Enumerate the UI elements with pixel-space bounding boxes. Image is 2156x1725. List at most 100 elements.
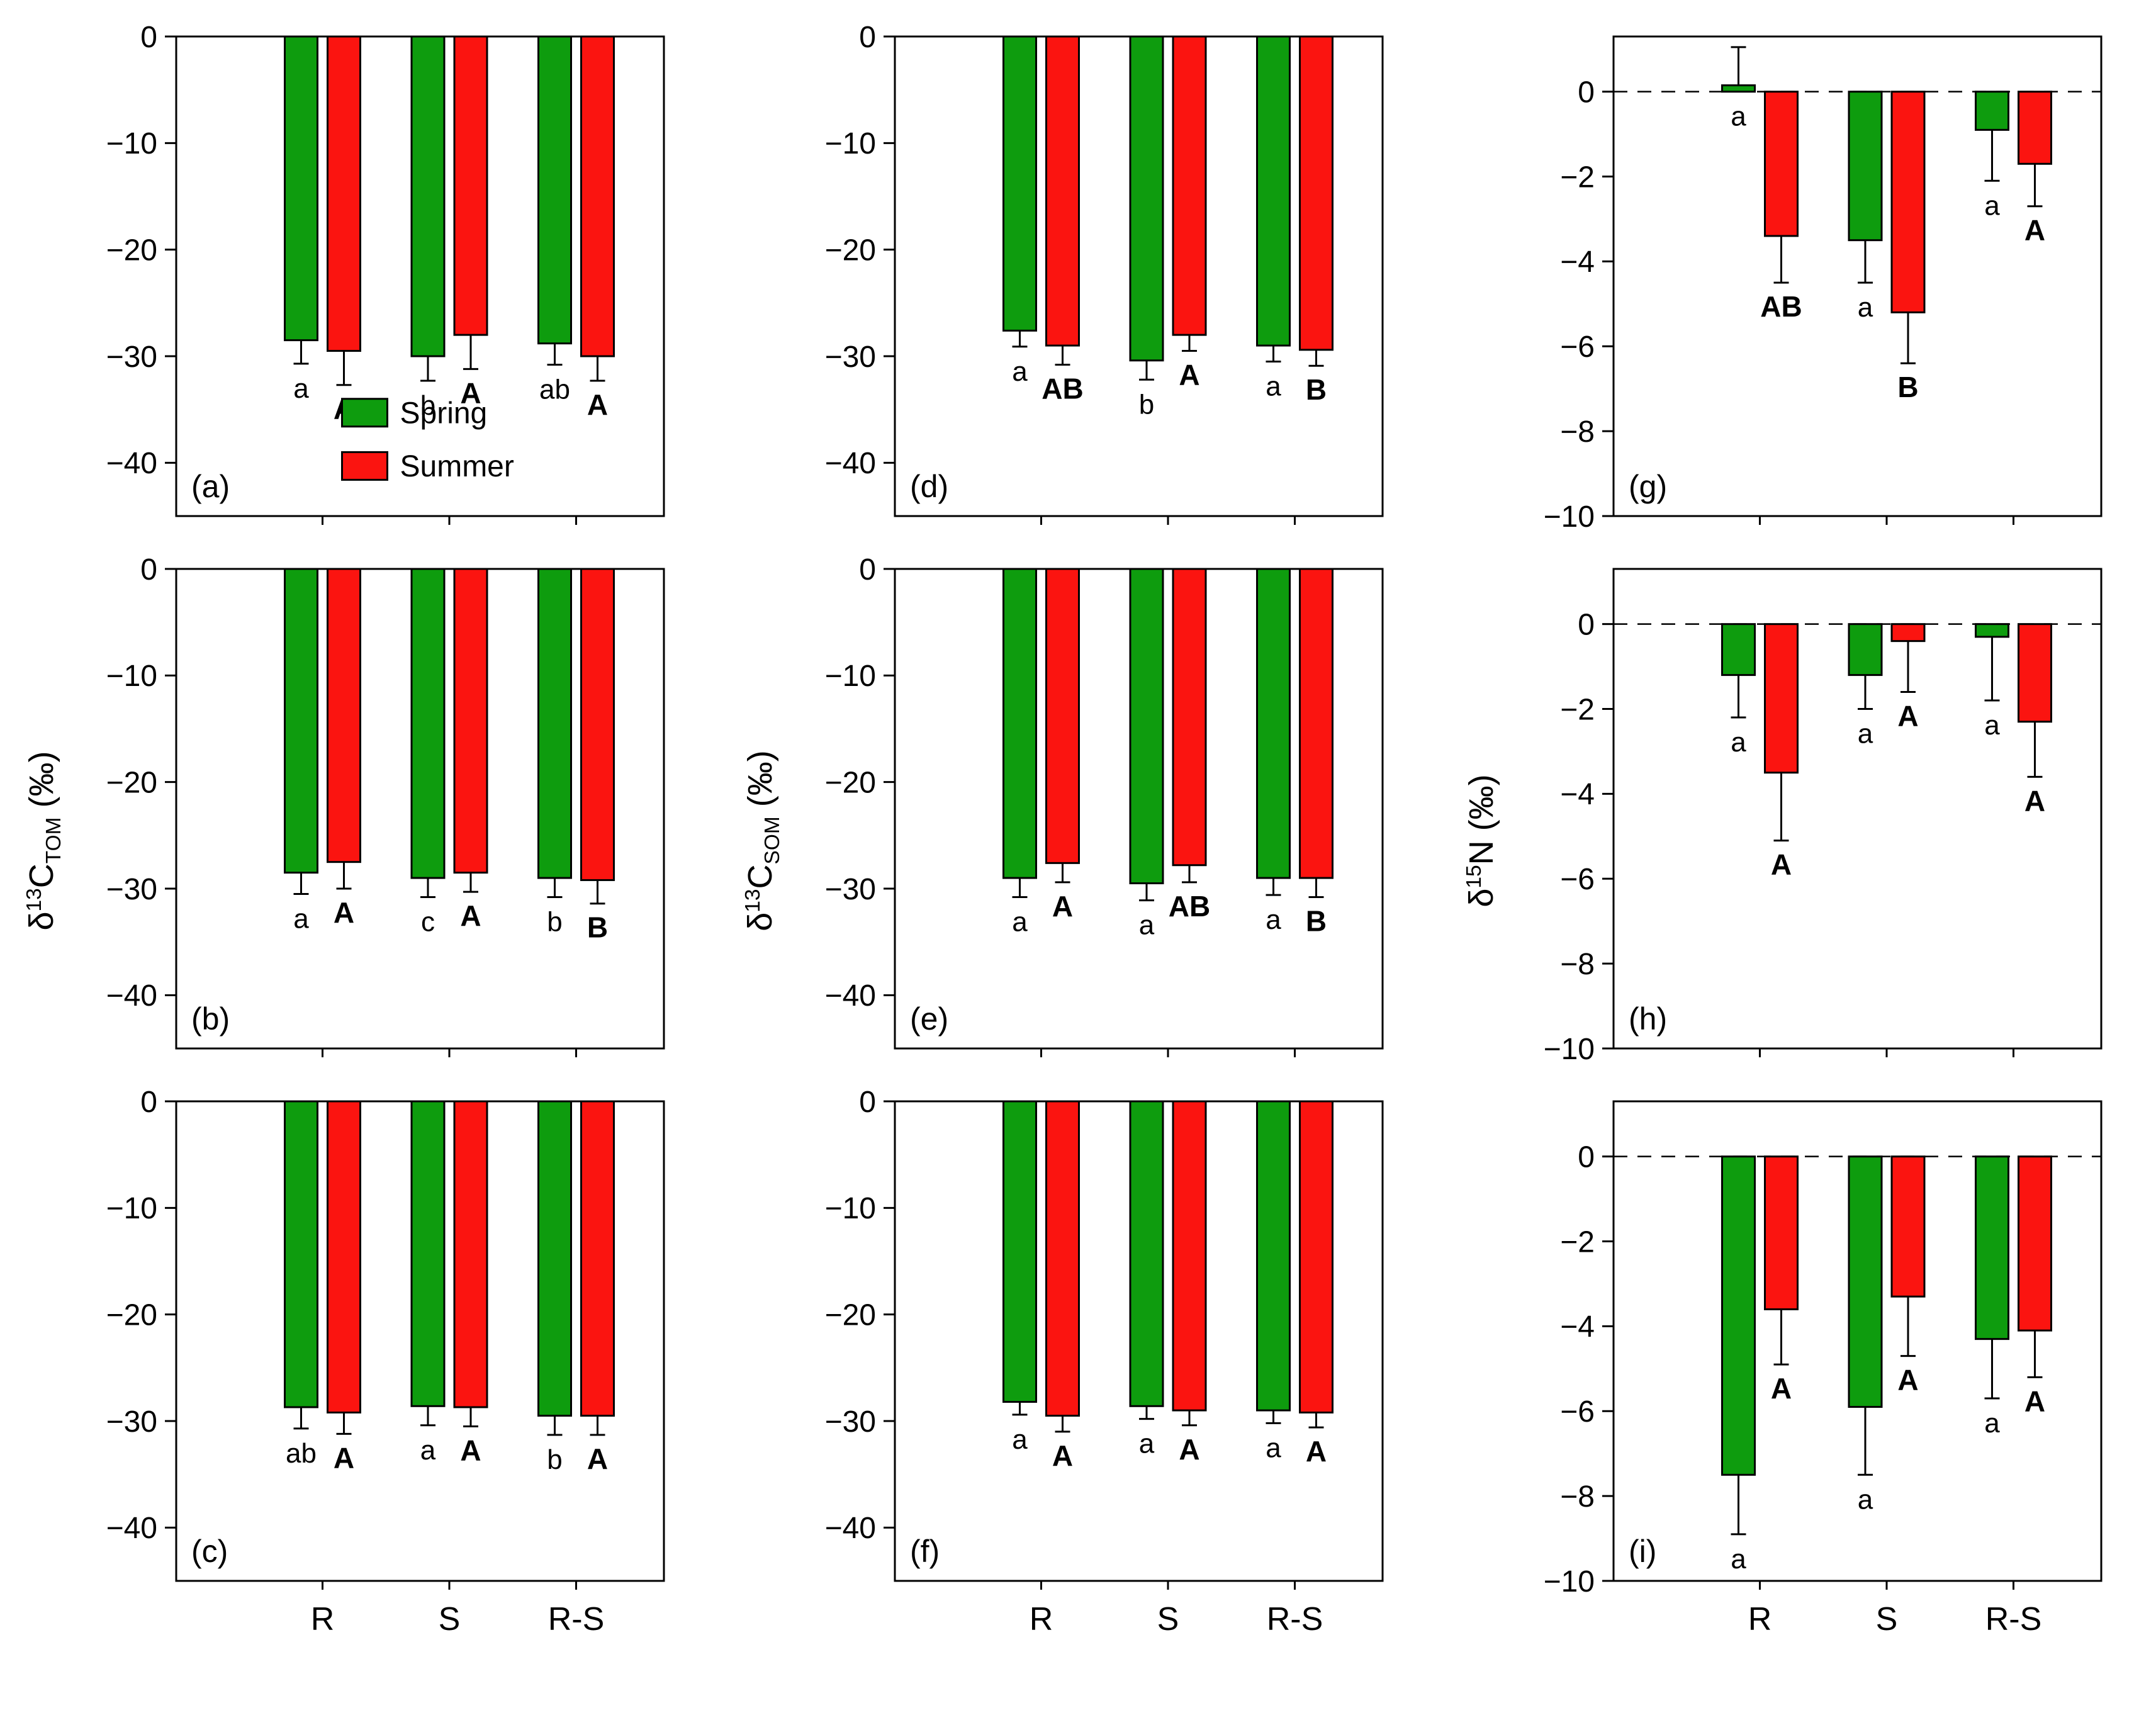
svg-text:A: A bbox=[334, 1441, 354, 1474]
svg-text:A: A bbox=[334, 896, 354, 929]
svg-text:a: a bbox=[1731, 101, 1746, 132]
svg-text:A: A bbox=[460, 376, 481, 409]
svg-text:−20: −20 bbox=[825, 1298, 876, 1332]
svg-text:−20: −20 bbox=[106, 1298, 157, 1332]
svg-text:(h): (h) bbox=[1629, 1001, 1667, 1037]
svg-text:−4: −4 bbox=[1560, 778, 1595, 811]
svg-text:a: a bbox=[1266, 371, 1281, 402]
svg-text:A: A bbox=[1771, 1372, 1792, 1405]
figure-grid: δ13CTOM (‰) 0−10−20−30−40aAbAabA(a)Sprin… bbox=[23, 25, 2117, 1656]
svg-text:a: a bbox=[1984, 190, 2000, 221]
svg-text:A: A bbox=[1179, 1433, 1199, 1466]
svg-text:a: a bbox=[1139, 910, 1155, 941]
svg-text:−2: −2 bbox=[1560, 1225, 1595, 1259]
svg-text:A: A bbox=[460, 1434, 481, 1466]
svg-text:a: a bbox=[1731, 1544, 1746, 1575]
svg-text:−6: −6 bbox=[1560, 330, 1595, 364]
svg-text:a: a bbox=[1266, 904, 1281, 935]
svg-text:(d): (d) bbox=[910, 469, 948, 504]
svg-text:A: A bbox=[2024, 1385, 2045, 1417]
svg-text:b: b bbox=[420, 390, 435, 421]
svg-text:S: S bbox=[1876, 1601, 1898, 1638]
svg-text:a: a bbox=[1858, 292, 1873, 323]
svg-text:A: A bbox=[1179, 359, 1199, 391]
svg-text:a: a bbox=[293, 903, 309, 934]
svg-text:A: A bbox=[460, 899, 481, 932]
svg-text:0: 0 bbox=[140, 1090, 157, 1119]
svg-text:−20: −20 bbox=[825, 233, 876, 267]
svg-text:0: 0 bbox=[859, 25, 876, 54]
svg-text:a: a bbox=[1266, 1432, 1281, 1463]
svg-text:A: A bbox=[1306, 1435, 1327, 1468]
svg-text:−30: −30 bbox=[106, 1405, 157, 1439]
svg-text:A: A bbox=[1897, 1364, 1918, 1396]
svg-text:B: B bbox=[1306, 905, 1327, 938]
y-axis-label-c-som: δ13CSOM (‰) bbox=[741, 750, 784, 931]
svg-text:−10: −10 bbox=[106, 660, 157, 693]
svg-text:B: B bbox=[1306, 373, 1327, 406]
svg-text:A: A bbox=[587, 388, 608, 421]
svg-text:(a): (a) bbox=[191, 469, 230, 504]
svg-text:−40: −40 bbox=[825, 979, 876, 1013]
svg-text:0: 0 bbox=[1578, 76, 1595, 109]
svg-text:R: R bbox=[1748, 1601, 1772, 1638]
svg-text:−10: −10 bbox=[825, 127, 876, 160]
svg-text:R: R bbox=[1030, 1601, 1053, 1638]
svg-text:B: B bbox=[1897, 371, 1918, 403]
svg-text:B: B bbox=[587, 911, 608, 944]
svg-text:AB: AB bbox=[1760, 290, 1802, 323]
svg-text:−10: −10 bbox=[1544, 1033, 1595, 1066]
svg-text:−40: −40 bbox=[106, 979, 157, 1013]
svg-text:A: A bbox=[1771, 848, 1792, 881]
svg-text:(i): (i) bbox=[1629, 1534, 1656, 1569]
svg-text:ab: ab bbox=[539, 374, 570, 405]
svg-text:Summer: Summer bbox=[400, 450, 514, 483]
svg-text:−20: −20 bbox=[825, 766, 876, 799]
svg-text:S: S bbox=[1157, 1601, 1179, 1638]
svg-text:a: a bbox=[293, 373, 309, 404]
svg-text:ab: ab bbox=[286, 1438, 317, 1469]
svg-text:−6: −6 bbox=[1560, 1395, 1595, 1429]
svg-text:a: a bbox=[1012, 907, 1028, 938]
svg-text:R-S: R-S bbox=[548, 1601, 605, 1638]
svg-text:−40: −40 bbox=[106, 1512, 157, 1545]
svg-text:−8: −8 bbox=[1560, 1480, 1595, 1514]
svg-text:A: A bbox=[1052, 890, 1073, 923]
svg-text:0: 0 bbox=[140, 25, 157, 54]
y-axis-strip: δ13CSOM (‰) bbox=[731, 25, 794, 1656]
svg-text:−8: −8 bbox=[1560, 948, 1595, 981]
svg-text:(f): (f) bbox=[910, 1534, 940, 1569]
svg-text:−30: −30 bbox=[106, 340, 157, 374]
svg-text:−2: −2 bbox=[1560, 693, 1595, 726]
svg-text:R-S: R-S bbox=[1267, 1601, 1323, 1638]
svg-text:−40: −40 bbox=[825, 447, 876, 480]
svg-text:−10: −10 bbox=[106, 127, 157, 160]
svg-text:(g): (g) bbox=[1629, 469, 1667, 504]
svg-text:R: R bbox=[311, 1601, 335, 1638]
svg-text:a: a bbox=[420, 1435, 436, 1466]
svg-text:b: b bbox=[547, 907, 562, 938]
svg-text:−40: −40 bbox=[106, 447, 157, 480]
svg-text:a: a bbox=[1731, 727, 1746, 758]
svg-text:a: a bbox=[1858, 1484, 1873, 1515]
svg-text:A: A bbox=[1897, 700, 1918, 733]
svg-text:AB: AB bbox=[1169, 890, 1210, 923]
svg-text:a: a bbox=[1012, 1424, 1028, 1455]
svg-text:A: A bbox=[2024, 784, 2045, 817]
svg-text:−20: −20 bbox=[106, 233, 157, 267]
svg-text:0: 0 bbox=[140, 558, 157, 587]
svg-text:0: 0 bbox=[1578, 1140, 1595, 1174]
svg-text:AB: AB bbox=[1042, 373, 1083, 405]
y-axis-label-c-tom: δ13CTOM (‰) bbox=[23, 751, 65, 931]
svg-text:−30: −30 bbox=[106, 873, 157, 906]
